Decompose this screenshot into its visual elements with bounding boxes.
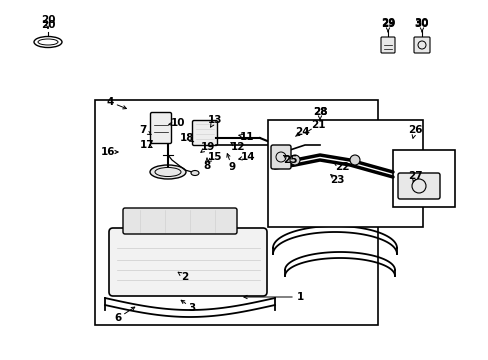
Text: 15: 15	[207, 152, 222, 162]
Text: 27: 27	[407, 171, 422, 181]
FancyBboxPatch shape	[380, 37, 394, 53]
Ellipse shape	[191, 171, 199, 176]
Text: 24: 24	[294, 127, 309, 137]
Text: 28: 28	[312, 107, 326, 117]
Circle shape	[289, 155, 299, 165]
Text: 12: 12	[230, 142, 245, 152]
Bar	[95, 100, 377, 325]
Text: 16: 16	[101, 147, 115, 157]
Text: 25: 25	[282, 155, 297, 165]
Text: 18: 18	[180, 133, 194, 143]
Text: 20: 20	[41, 20, 55, 30]
Text: 23: 23	[329, 175, 344, 185]
Text: 7: 7	[139, 125, 146, 135]
Text: 29: 29	[380, 19, 394, 29]
Text: 13: 13	[207, 115, 222, 125]
FancyBboxPatch shape	[123, 208, 237, 234]
Text: 29: 29	[380, 18, 394, 28]
Text: 17: 17	[140, 140, 154, 150]
Circle shape	[349, 155, 359, 165]
Text: 8: 8	[203, 161, 210, 171]
Text: 19: 19	[201, 142, 215, 152]
Text: 21: 21	[310, 120, 325, 130]
Bar	[392, 150, 454, 207]
Text: 6: 6	[114, 313, 122, 323]
FancyBboxPatch shape	[270, 145, 290, 169]
FancyBboxPatch shape	[109, 228, 266, 296]
FancyBboxPatch shape	[312, 124, 326, 141]
Text: 3: 3	[188, 303, 195, 313]
FancyBboxPatch shape	[413, 37, 429, 53]
Text: 22: 22	[334, 162, 348, 172]
Text: 28: 28	[312, 107, 326, 117]
Text: 26: 26	[407, 125, 421, 135]
Ellipse shape	[150, 165, 185, 179]
Text: 11: 11	[239, 132, 254, 142]
Text: 9: 9	[228, 162, 235, 172]
Bar	[267, 120, 422, 227]
FancyBboxPatch shape	[397, 173, 439, 199]
Text: 20: 20	[41, 15, 55, 25]
Text: 14: 14	[240, 152, 255, 162]
Text: 2: 2	[181, 272, 188, 282]
FancyBboxPatch shape	[150, 112, 171, 144]
Text: 30: 30	[414, 19, 428, 29]
Text: 10: 10	[170, 118, 185, 128]
Text: 30: 30	[414, 18, 428, 28]
FancyBboxPatch shape	[192, 121, 217, 145]
Text: 4: 4	[106, 97, 113, 107]
Text: 1: 1	[296, 292, 303, 302]
